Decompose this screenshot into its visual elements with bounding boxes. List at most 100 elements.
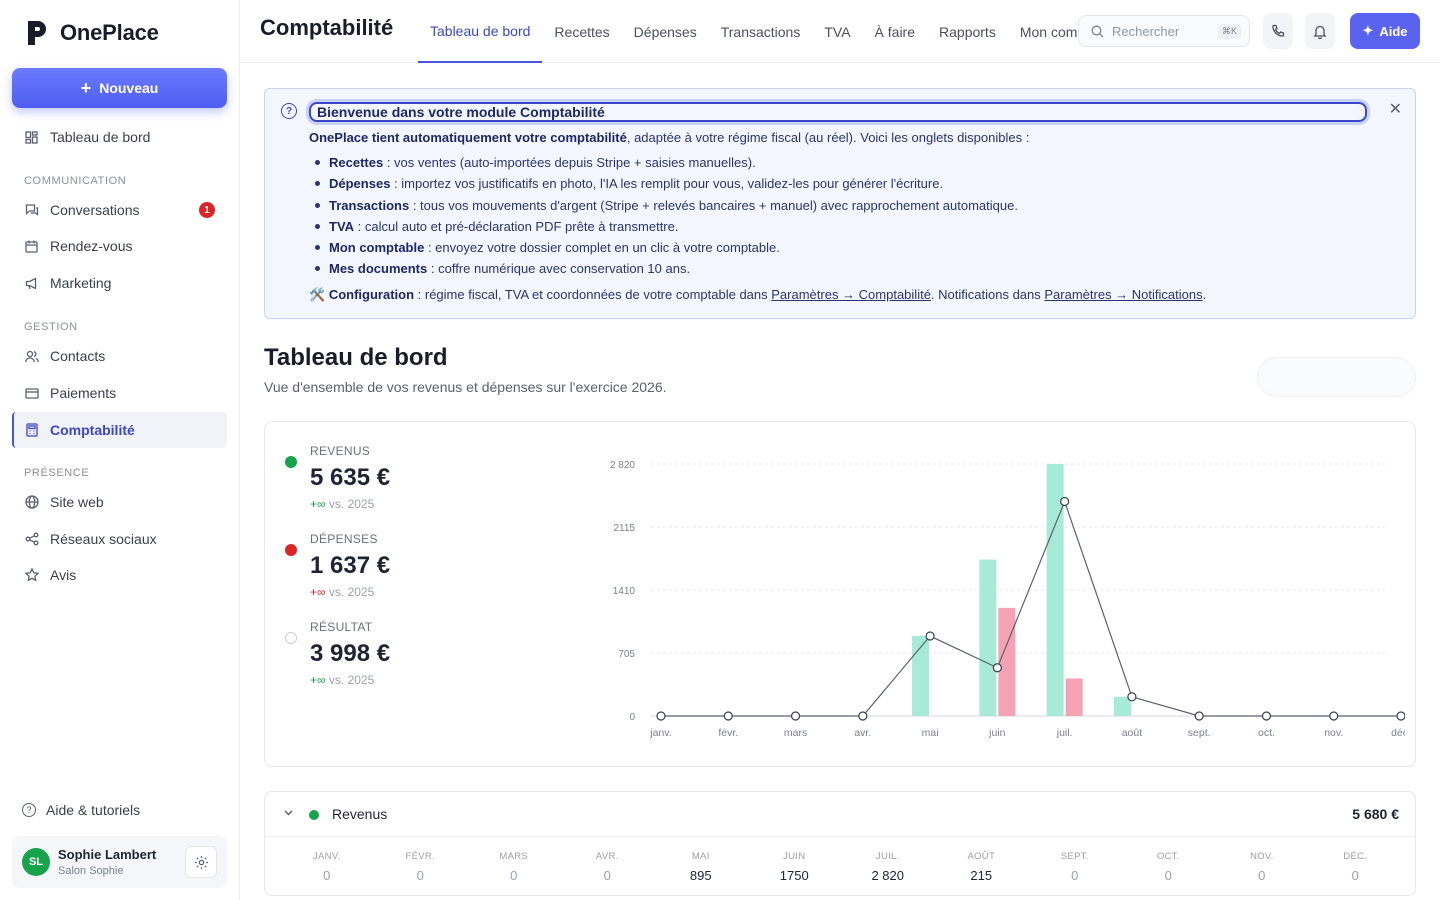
revenue-breakdown-label: Revenus	[332, 806, 388, 822]
sidebar-item-conversations[interactable]: Conversations 1	[12, 192, 227, 228]
settings-button[interactable]	[185, 846, 217, 878]
month-cell: JUIL. 2 820	[841, 851, 935, 883]
month-label: MARS	[499, 851, 529, 862]
list-item: TVA : calcul auto et pré-déclaration PDF…	[309, 216, 1399, 237]
expense-dot	[285, 544, 297, 556]
y-tick-label: 1410	[613, 586, 636, 597]
result-point	[790, 711, 801, 721]
sidebar-item-label: Site web	[50, 494, 104, 510]
revenue-month-grid: JANV. 0 FÉVR. 0 MARS 0 AVR. 0 MAI 895 JUIN 1750 JUIL…	[280, 851, 1402, 883]
sparkles-icon: ✦	[1362, 23, 1374, 38]
revenue-bar	[979, 559, 997, 716]
kpi-delta: +∞ vs. 2025	[310, 585, 375, 599]
month-label: JANV.	[312, 851, 341, 862]
avatar: SL	[22, 848, 50, 876]
tab-depenses[interactable]: Dépenses	[633, 23, 697, 40]
sidebar-item-siteweb[interactable]: Site web	[12, 484, 227, 520]
period-selector[interactable]	[1257, 357, 1416, 397]
overview-card: REVENUS 5 635 € +∞ vs. 2025 DÉPENSES 1 6…	[264, 421, 1416, 767]
result-point	[992, 663, 1002, 673]
phone-button[interactable]	[1263, 13, 1293, 49]
kpi-delta: +∞ vs. 2025	[310, 673, 375, 687]
sidebar-item-comptabilite[interactable]: Comptabilité	[12, 412, 227, 448]
search-shortcut: ⌘K	[1217, 24, 1241, 39]
result-dot	[285, 632, 297, 644]
banner-title[interactable]: Bienvenue dans votre module Comptabilité	[309, 102, 1367, 122]
revenue-breakdown-header[interactable]: Revenus 5 680 €	[265, 792, 1415, 837]
star-icon	[24, 568, 39, 583]
y-tick-label: 2115	[613, 523, 635, 534]
banner-body: OnePlace tient automatiquement votre com…	[309, 127, 1399, 305]
result-point	[723, 711, 733, 721]
sidebar-item-avis[interactable]: Avis	[12, 557, 227, 593]
x-tick-label: sept.	[1188, 727, 1211, 739]
x-tick-label: oct.	[1258, 727, 1275, 739]
revenue-bar	[912, 636, 930, 716]
sidebar-item-rendezvous[interactable]: Rendez-vous	[12, 228, 227, 264]
help-circle-icon: ?	[281, 103, 297, 119]
phone-icon	[1271, 24, 1284, 37]
section-label-gestion: GESTION	[24, 321, 78, 333]
help-circle-icon: ?	[22, 803, 36, 817]
month-label: AOÛT	[967, 851, 996, 862]
tab-rapports[interactable]: Rapports	[939, 23, 996, 40]
section-label-presence: PRÉSENCE	[24, 467, 90, 479]
sidebar-item-marketing[interactable]: Marketing	[12, 265, 227, 301]
sidebar-item-label: Contacts	[50, 348, 106, 364]
y-tick-label: 2 820	[610, 460, 635, 471]
y-tick-label: 0	[629, 712, 635, 723]
user-name: Sophie Lambert	[58, 847, 157, 862]
revenue-dot	[309, 810, 319, 820]
month-cell: DÉC. 0	[1309, 851, 1403, 883]
sidebar-item-dashboard[interactable]: Tableau de bord	[12, 119, 227, 155]
tab-transactions[interactable]: Transactions	[720, 23, 801, 40]
new-button[interactable]: + Nouveau	[12, 68, 227, 108]
search-icon	[1091, 25, 1104, 37]
revenue-total: 5 680 €	[1352, 806, 1399, 822]
globe-icon	[24, 495, 39, 510]
month-value: 215	[970, 868, 993, 883]
month-value: 895	[689, 868, 712, 883]
list-item: Dépenses : importez vos justificatifs en…	[309, 173, 1399, 194]
unread-badge: 1	[199, 202, 215, 218]
sidebar-item-label: Conversations	[50, 202, 140, 218]
app-logo[interactable]: OnePlace	[26, 19, 159, 47]
user-card[interactable]: SL Sophie Lambert Salon Sophie	[12, 836, 227, 888]
x-tick-label: nov.	[1324, 727, 1343, 739]
help-button[interactable]: ✦ Aide	[1350, 13, 1420, 49]
tab-mon-comptable[interactable]: Mon comptable	[1019, 23, 1078, 40]
settings-accounting-link[interactable]: Paramètres → Comptabilité	[771, 286, 931, 302]
sidebar-item-reseaux[interactable]: Réseaux sociaux	[12, 521, 227, 557]
notifications-button[interactable]	[1305, 13, 1335, 49]
result-point	[925, 631, 935, 641]
sidebar-item-contacts[interactable]: Contacts	[12, 338, 227, 374]
month-label: DÉC.	[1343, 851, 1368, 862]
sidebar-item-paiements[interactable]: Paiements	[12, 375, 227, 411]
sidebar: OnePlace + Nouveau Tableau de bord COMMU…	[0, 0, 240, 900]
list-item: Transactions : tous vos mouvements d'arg…	[309, 195, 1399, 216]
month-cell: OCT. 0	[1122, 851, 1216, 883]
help-tutorials-link[interactable]: ? Aide & tutoriels	[22, 802, 140, 818]
close-icon[interactable]: ✕	[1388, 101, 1402, 118]
search-placeholder: Rechercher	[1112, 23, 1180, 39]
month-value: 2 820	[871, 868, 905, 883]
settings-notifications-link[interactable]: Paramètres → Notifications	[1044, 286, 1203, 302]
month-label: MAI	[691, 851, 710, 862]
calculator-icon	[24, 423, 39, 438]
tab-tva[interactable]: TVA	[824, 23, 851, 40]
list-item: Mon comptable : envoyez votre dossier co…	[309, 237, 1399, 258]
logo-icon	[28, 21, 46, 45]
list-item: Recettes : vos ventes (auto-importées de…	[309, 152, 1399, 173]
kpi-value: 1 637 €	[310, 552, 391, 579]
month-label: JUIN	[783, 851, 806, 862]
tab-recettes[interactable]: Recettes	[554, 23, 610, 40]
result-point	[1329, 711, 1339, 721]
result-point	[1127, 692, 1137, 702]
month-cell: FÉVR. 0	[374, 851, 468, 883]
x-tick-label: mars	[784, 727, 807, 739]
tab-a-faire[interactable]: À faire	[874, 23, 916, 40]
tab-tableau-de-bord[interactable]: Tableau de bord	[418, 0, 543, 63]
help-button-label: Aide	[1379, 23, 1408, 39]
chevron-down-icon[interactable]	[283, 807, 294, 821]
search-input[interactable]: Rechercher ⌘K	[1078, 15, 1250, 47]
